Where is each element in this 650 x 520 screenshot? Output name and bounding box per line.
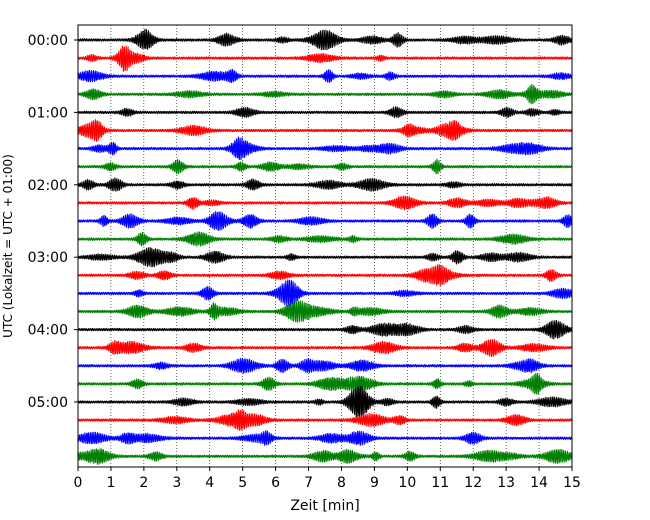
plot-frame — [77, 24, 573, 468]
y-tick-label: 04:00 — [28, 323, 68, 339]
trace-row-0215 — [77, 195, 573, 211]
y-tick-label: 03:00 — [28, 250, 68, 266]
x-tick-label: 6 — [271, 475, 280, 491]
y-tick-label: 05:00 — [28, 395, 68, 411]
x-tick-label: 7 — [304, 475, 313, 491]
y-tick-label: 02:00 — [28, 178, 68, 194]
trace-row-0545 — [77, 448, 573, 465]
x-tick-label: 2 — [139, 475, 148, 491]
trace-row-0300 — [77, 246, 573, 268]
trace-row-0015 — [77, 45, 573, 72]
trace-series — [77, 28, 573, 465]
x-tick-label: 13 — [497, 475, 515, 491]
x-tick-label: 9 — [370, 475, 379, 491]
trace-row-0030 — [77, 68, 573, 84]
x-tick-label: 8 — [337, 475, 346, 491]
x-tick-label: 12 — [464, 475, 482, 491]
trace-row-0200 — [77, 177, 573, 192]
x-tick-label: 14 — [530, 475, 548, 491]
trace-row-0115 — [77, 119, 573, 143]
trace-row-0245 — [77, 231, 573, 247]
trace-row-0530 — [77, 430, 573, 446]
x-tick-label: 15 — [563, 475, 581, 491]
y-tick-label: 01:00 — [28, 105, 68, 121]
x-tick-label: 4 — [205, 475, 214, 491]
x-tick-label: 1 — [106, 475, 115, 491]
x-tick-label: 0 — [74, 475, 83, 491]
trace-row-0430 — [77, 357, 573, 374]
trace-row-0230 — [77, 210, 573, 231]
x-tick-label: 3 — [172, 475, 181, 491]
trace-row-0000 — [77, 28, 573, 51]
trace-row-0515 — [77, 409, 573, 431]
trace-row-0130 — [77, 136, 573, 161]
trace-row-0400 — [77, 319, 573, 340]
y-tick-label: 00:00 — [28, 33, 68, 49]
y-axis: 00:00 01:00 02:00 03:00 04:00 05:00 — [28, 33, 78, 411]
trace-row-0345 — [77, 300, 573, 323]
trace-row-0315 — [77, 264, 573, 286]
trace-row-0445 — [77, 372, 573, 395]
x-axis-label: Zeit [min] — [290, 498, 359, 514]
trace-row-0100 — [77, 106, 573, 119]
x-tick-label: 11 — [431, 475, 449, 491]
x-tick-label: 10 — [398, 475, 416, 491]
trace-row-0500 — [77, 385, 573, 420]
y-axis-label: UTC (Lokalzeit = UTC + 01:00) — [1, 154, 15, 338]
trace-row-0330 — [77, 279, 573, 307]
trace-row-0415 — [77, 338, 573, 358]
trace-row-0145 — [77, 158, 573, 175]
x-tick-label: 5 — [238, 475, 247, 491]
x-axis: 0 1 2 3 4 5 6 7 8 9 10 11 12 13 14 15 — [74, 467, 581, 491]
trace-row-0045 — [77, 84, 573, 105]
